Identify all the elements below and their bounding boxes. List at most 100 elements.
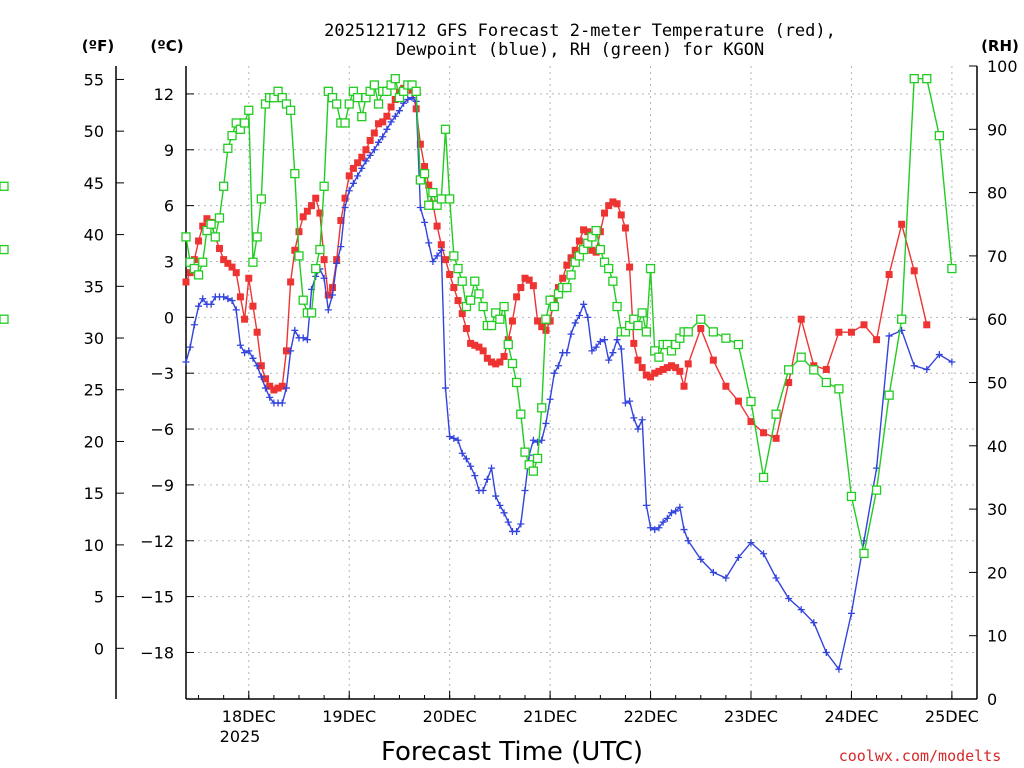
temperature-point xyxy=(467,339,475,347)
temperature-point xyxy=(923,321,931,329)
temperature-point xyxy=(471,341,479,349)
relative-humidity-point xyxy=(244,105,254,115)
dewpoint-point xyxy=(655,524,663,532)
fahrenheit-unit-label: (ºF) xyxy=(82,37,114,55)
time-tick-label: 22DEC xyxy=(624,707,678,726)
temperature-point xyxy=(898,220,906,228)
relative-humidity-point xyxy=(315,244,325,255)
temperature-point xyxy=(337,217,345,225)
temperature-point xyxy=(525,276,533,284)
temperature-point xyxy=(638,364,646,372)
temperature-point xyxy=(278,382,286,390)
temperature-point xyxy=(747,418,755,426)
temperature-point xyxy=(847,328,855,336)
axes xyxy=(185,66,978,700)
relative-humidity-point xyxy=(457,276,467,286)
relative-humidity-point xyxy=(248,257,258,267)
temperature-point xyxy=(266,382,274,390)
relative-humidity-point xyxy=(733,339,744,350)
relative-humidity-point xyxy=(846,491,857,502)
temperature-point xyxy=(215,244,223,252)
relative-humidity-point xyxy=(721,333,731,343)
dewpoint-point xyxy=(266,393,274,401)
relative-humidity-point xyxy=(746,396,756,407)
relative-humidity-point xyxy=(871,485,882,495)
temperature-point xyxy=(483,354,491,362)
relative-humidity-point xyxy=(541,314,551,324)
dewpoint-point xyxy=(571,319,579,327)
temperature-point xyxy=(354,159,362,167)
temperature-point xyxy=(785,379,793,386)
fahrenheit-tick-label: 15 xyxy=(84,484,104,503)
dewpoint-point xyxy=(772,574,780,582)
relative-humidity-point xyxy=(591,225,601,236)
temperature-point xyxy=(195,237,203,245)
celsius-unit-label: (ºC) xyxy=(150,37,183,55)
relative-humidity-point xyxy=(478,301,488,312)
relative-humidity-point xyxy=(499,301,509,312)
dewpoint-point xyxy=(354,172,362,180)
dewpoint-point xyxy=(760,550,768,558)
time-axis: 18DEC 19DEC 20DEC 21DEC 22DEC 23DEC 24DEC 25DEC xyxy=(198,691,979,726)
dewpoint-point xyxy=(651,526,659,534)
dewpoint-point xyxy=(785,594,793,602)
rh-tick-label: 60 xyxy=(987,310,1007,329)
relative-humidity-point xyxy=(595,244,605,255)
dewpoint-point xyxy=(253,362,261,370)
dewpoint-point xyxy=(488,464,496,472)
relative-humidity-point xyxy=(549,301,559,312)
temperature-point xyxy=(299,213,307,221)
dewpoint-point xyxy=(345,187,353,195)
relative-humidity-point xyxy=(511,377,522,388)
temperature-line xyxy=(185,83,928,440)
relative-humidity-point xyxy=(449,251,459,261)
dewpoint-point xyxy=(747,539,755,547)
dewpoint-point xyxy=(379,133,387,141)
relative-humidity-point xyxy=(771,409,781,419)
dewpoint-point xyxy=(504,518,512,526)
temperature-point xyxy=(437,241,445,249)
fahrenheit-tick-label: 20 xyxy=(84,432,104,451)
celsius-axis: 12 9 6 3 0 −3 −6 −9 −12 −15 −18 xyxy=(140,85,194,662)
time-tick-label: 21DEC xyxy=(523,707,577,726)
dewpoint-point xyxy=(341,203,349,211)
relative-humidity-point xyxy=(566,270,576,280)
dewpoint-point xyxy=(563,349,571,357)
relative-humidity-point xyxy=(637,308,647,318)
dewpoint-point xyxy=(291,326,299,334)
temperature-point xyxy=(475,343,483,351)
temperature-point xyxy=(236,293,244,301)
dewpoint-point xyxy=(387,118,395,126)
rh-tick-label: 90 xyxy=(987,120,1007,139)
relative-humidity-point xyxy=(445,194,455,204)
relative-humidity-point xyxy=(758,472,769,483)
dewpoint-point xyxy=(395,107,403,115)
dewpoint-point xyxy=(680,526,688,534)
temperature-point xyxy=(822,365,830,373)
temperature-point xyxy=(647,373,655,381)
temperature-point xyxy=(479,347,487,355)
dewpoint-point xyxy=(663,514,671,522)
temperature-point xyxy=(651,369,659,377)
dewpoint-point xyxy=(672,507,680,515)
dewpoint-point xyxy=(299,334,307,342)
celsius-tick-label: 12 xyxy=(154,85,174,104)
dewpoint-point xyxy=(601,336,609,344)
relative-humidity-point xyxy=(633,320,643,331)
x-axis-label: Forecast Time (UTC) xyxy=(381,737,643,767)
rh-tick-label: 100 xyxy=(987,57,1018,76)
dewpoint-point xyxy=(220,293,228,301)
dewpoint-point xyxy=(404,96,412,104)
dewpoint-point xyxy=(642,501,650,509)
celsius-tick-label: 9 xyxy=(164,141,174,160)
temperature-point xyxy=(249,302,257,310)
relative-humidity-point xyxy=(252,232,262,242)
dewpoint-point xyxy=(810,619,818,627)
time-tick-label: 19DEC xyxy=(322,707,376,726)
temperature-point xyxy=(441,256,449,264)
temperature-point xyxy=(308,202,316,210)
relative-humidity-point xyxy=(934,130,944,141)
relative-humidity-point xyxy=(0,181,9,191)
